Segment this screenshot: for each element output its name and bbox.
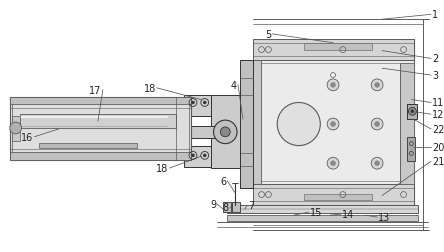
Circle shape [331, 122, 336, 127]
Bar [10, 97, 191, 161]
Bar [39, 143, 137, 148]
Circle shape [277, 103, 320, 146]
Bar [227, 206, 418, 213]
Bar [227, 215, 418, 221]
Text: 9: 9 [210, 200, 217, 209]
Circle shape [331, 161, 336, 166]
Bar [223, 203, 231, 212]
Text: 11: 11 [432, 98, 444, 108]
Circle shape [10, 122, 22, 134]
Bar [20, 115, 176, 129]
Circle shape [214, 121, 237, 144]
Circle shape [408, 108, 416, 116]
Bar [304, 44, 372, 50]
Bar [184, 95, 210, 117]
Circle shape [375, 161, 380, 166]
Text: 4: 4 [231, 81, 237, 90]
Circle shape [375, 83, 380, 88]
Text: 21: 21 [432, 157, 444, 167]
Text: 7: 7 [248, 201, 254, 210]
Bar [240, 61, 253, 188]
Bar [184, 146, 210, 168]
Text: 17: 17 [88, 85, 101, 95]
Circle shape [191, 102, 194, 105]
Text: 14: 14 [342, 209, 354, 219]
Circle shape [203, 102, 206, 105]
Text: 1: 1 [432, 10, 438, 20]
Circle shape [191, 154, 194, 157]
Bar [12, 105, 189, 153]
Text: 18: 18 [143, 83, 156, 93]
Text: 2: 2 [432, 54, 438, 64]
Text: 18: 18 [156, 164, 168, 173]
Circle shape [371, 80, 383, 91]
Bar [408, 137, 415, 162]
Bar [400, 64, 414, 184]
Text: 15: 15 [309, 207, 322, 217]
Bar [10, 153, 191, 161]
Circle shape [371, 158, 383, 169]
Bar [253, 40, 414, 61]
Bar [253, 61, 414, 184]
Text: 12: 12 [432, 110, 444, 120]
Circle shape [327, 119, 339, 130]
Circle shape [220, 128, 230, 137]
Text: 16: 16 [21, 132, 33, 142]
Circle shape [411, 110, 414, 113]
Bar [253, 61, 261, 184]
Circle shape [327, 80, 339, 91]
Text: 20: 20 [432, 142, 444, 152]
Circle shape [203, 154, 206, 157]
Text: 5: 5 [265, 30, 271, 40]
Bar [304, 194, 372, 201]
Circle shape [331, 83, 336, 88]
Bar [181, 127, 225, 138]
Bar [408, 105, 417, 120]
Text: 6: 6 [220, 176, 226, 186]
Text: 8: 8 [222, 203, 228, 212]
Bar [10, 97, 191, 105]
Bar [12, 117, 20, 141]
Circle shape [327, 158, 339, 169]
Bar [232, 203, 240, 212]
Bar [210, 95, 240, 168]
Bar [253, 184, 414, 206]
Text: 22: 22 [432, 124, 444, 134]
Text: 3: 3 [432, 71, 438, 81]
Circle shape [371, 119, 383, 130]
Text: 13: 13 [378, 212, 390, 222]
Circle shape [375, 122, 380, 127]
